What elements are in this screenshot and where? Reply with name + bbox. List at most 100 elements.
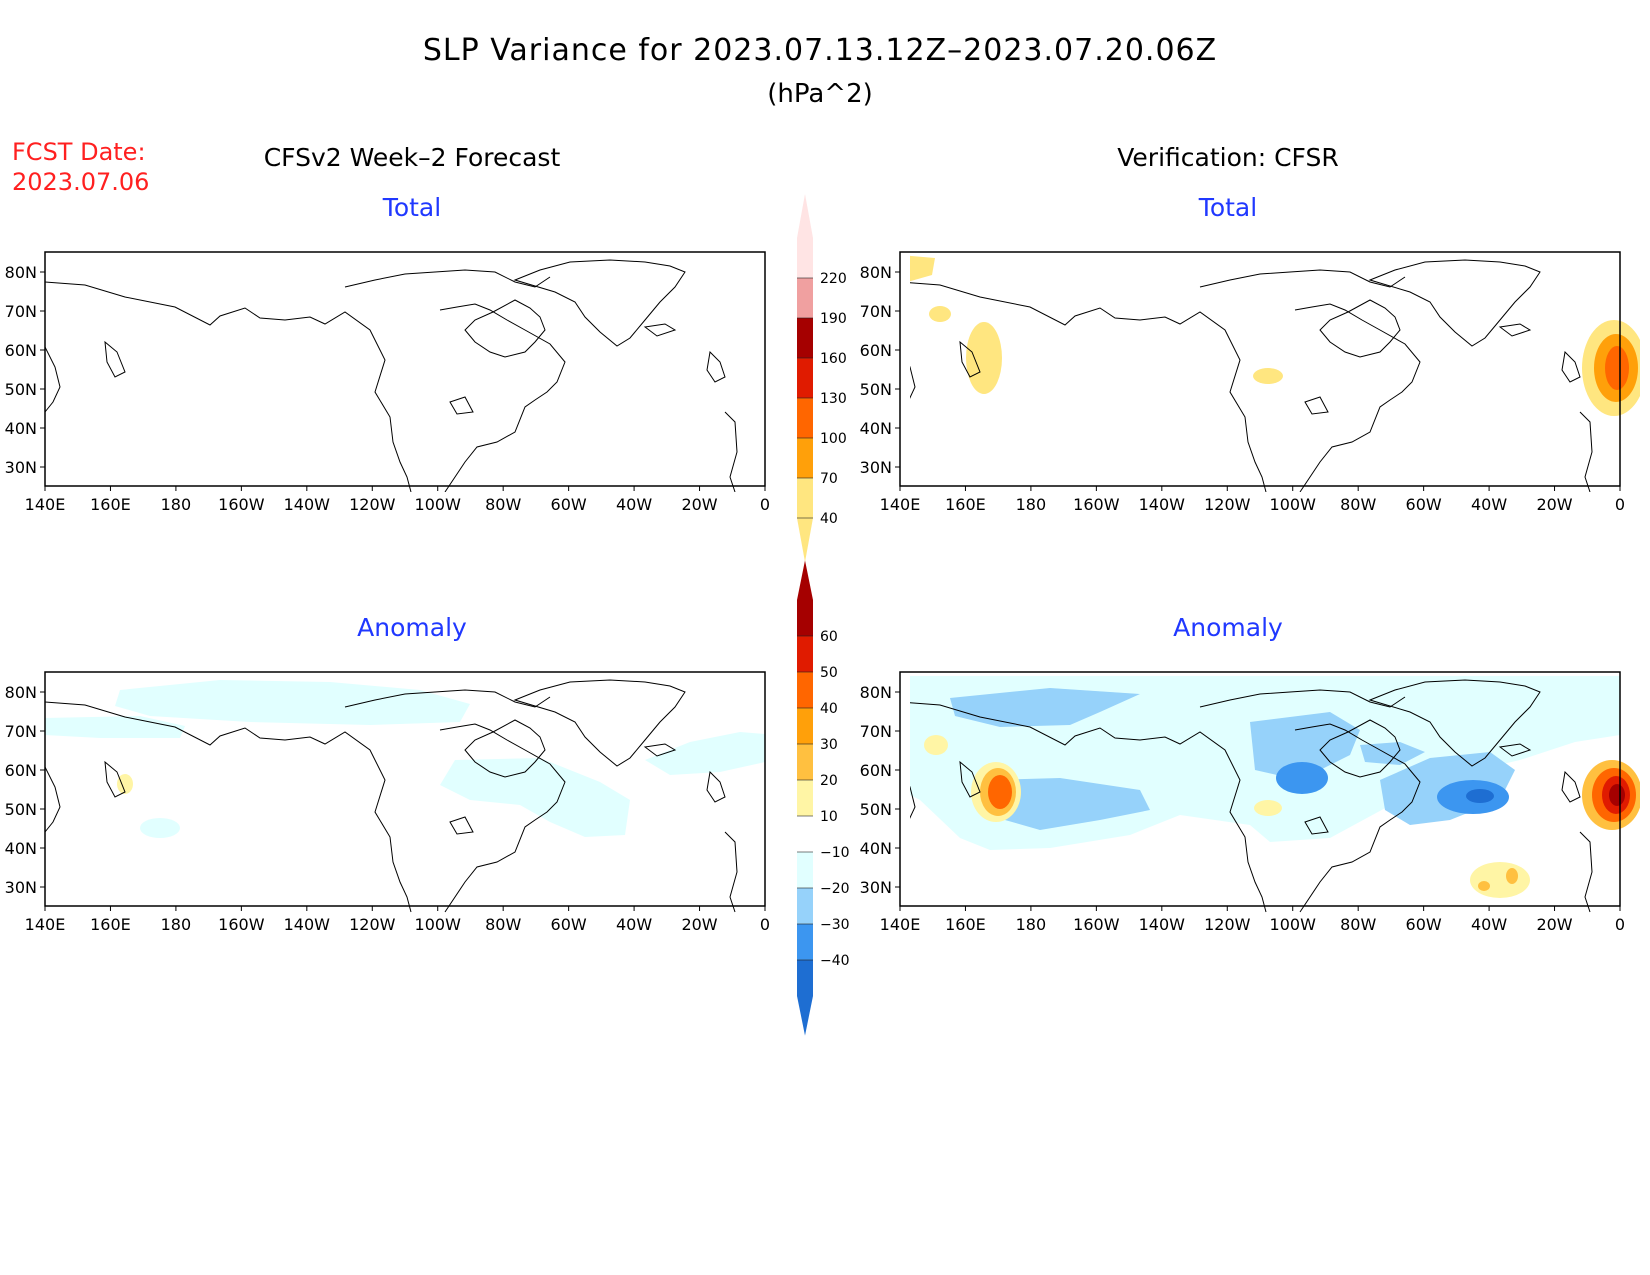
lat-tick-label: 40N: [5, 419, 37, 438]
lon-tick-label: 40W: [616, 495, 652, 514]
panel-label-verif-anomaly: Anomaly: [1173, 613, 1283, 642]
lon-tick-label: 40W: [1471, 915, 1507, 934]
colorbar-anomaly-label: −20: [820, 881, 850, 897]
lat-tick-label: 70N: [860, 302, 892, 321]
lat-tick-label: 60N: [5, 341, 37, 360]
lat-tick-label: 60N: [860, 341, 892, 360]
lat-tick-label: 30N: [860, 458, 892, 477]
colorbar-anomaly-label: 30: [820, 737, 838, 753]
panel-label-fcst-anomaly: Anomaly: [357, 613, 467, 642]
lon-tick-label: 0: [1615, 915, 1625, 934]
lon-tick-label: 0: [760, 495, 770, 514]
lat-tick-label: 50N: [860, 800, 892, 819]
colorbar-swatch: [797, 816, 813, 852]
colorbar-total-label: 40: [820, 511, 838, 527]
colorbar-top-triangle: [797, 194, 813, 238]
colorbar-swatch: [797, 318, 813, 358]
lon-tick-label: 100W: [1270, 915, 1317, 934]
lat-tick-label: 40N: [860, 839, 892, 858]
figure-title: SLP Variance for 2023.07.13.12Z–2023.07.…: [423, 33, 1217, 68]
colorbar-swatch: [797, 478, 813, 518]
colorbar-swatch: [797, 924, 813, 960]
colorbar-anomaly-label: 40: [820, 701, 838, 717]
colorbar-swatch: [797, 600, 813, 636]
lon-tick-label: 140W: [1139, 915, 1186, 934]
colorbar-anomaly-label: −30: [820, 917, 850, 933]
lon-tick-label: 0: [760, 915, 770, 934]
lon-tick-label: 100W: [415, 495, 462, 514]
colorbar-swatch: [797, 636, 813, 672]
lon-tick-label: 40W: [616, 915, 652, 934]
lon-tick-label: 140E: [880, 915, 921, 934]
map-fcst-anomaly: [44, 671, 766, 913]
lat-tick-label: 30N: [5, 878, 37, 897]
lat-tick-label: 70N: [860, 722, 892, 741]
lon-tick-label: 120W: [1204, 495, 1251, 514]
colorbar-swatch: [797, 744, 813, 780]
colorbar-swatch: [797, 278, 813, 318]
lon-tick-label: 120W: [349, 495, 396, 514]
lon-tick-label: 20W: [681, 915, 717, 934]
colorbar-swatch: [797, 780, 813, 816]
lat-tick-label: 40N: [860, 419, 892, 438]
colorbar-total-label: 160: [820, 351, 847, 367]
axis-labels: 80N 70N 60N 50N 40N 30N 140E 160E 180 160W 140W 120…: [5, 263, 1625, 934]
colorbar-anomaly-label: 10: [820, 809, 838, 825]
lon-tick-label: 80W: [485, 495, 521, 514]
colorbar-total: 40 70 100 130 160 190 220: [797, 194, 847, 562]
fcst-date-label: FCST Date:: [12, 138, 146, 166]
lat-tick-label: 30N: [5, 458, 37, 477]
fcst-date-value: 2023.07.06: [12, 168, 149, 196]
colorbar-swatch: [797, 852, 813, 888]
colorbar-swatch: [797, 438, 813, 478]
colorbar-swatch: [797, 888, 813, 924]
lon-tick-label: 160E: [945, 915, 986, 934]
lat-tick-label: 80N: [860, 683, 892, 702]
lon-tick-label: 80W: [1340, 495, 1376, 514]
lon-tick-label: 180: [161, 915, 192, 934]
lon-tick-label: 160W: [1073, 915, 1120, 934]
colorbar-swatch: [797, 708, 813, 744]
colorbar-anomaly-label: −10: [820, 845, 850, 861]
colorbar-anomaly-label: 50: [820, 665, 838, 681]
lon-tick-label: 140W: [284, 495, 331, 514]
lon-tick-label: 180: [1016, 495, 1047, 514]
lon-tick-label: 120W: [349, 915, 396, 934]
colorbar-total-label: 130: [820, 391, 847, 407]
lon-tick-label: 20W: [1536, 495, 1572, 514]
map-verif-anomaly: [899, 671, 1640, 913]
lon-tick-label: 0: [1615, 495, 1625, 514]
map-fcst-total: [44, 251, 766, 492]
lon-tick-label: 140E: [880, 495, 921, 514]
colorbar-swatch: [797, 358, 813, 398]
lon-tick-label: 60W: [551, 915, 587, 934]
lon-tick-label: 180: [161, 495, 192, 514]
colorbar-top-triangle: [797, 560, 813, 600]
colorbar-bottom-triangle: [797, 518, 813, 562]
right-column-title: Verification: CFSR: [1117, 143, 1338, 172]
colorbar-total-label: 190: [820, 311, 847, 327]
lat-tick-label: 50N: [5, 800, 37, 819]
panel-label-verif-total: Total: [1198, 193, 1257, 222]
lat-tick-label: 30N: [860, 878, 892, 897]
lon-tick-label: 60W: [1406, 495, 1442, 514]
lon-tick-label: 160E: [945, 495, 986, 514]
lon-tick-label: 60W: [1406, 915, 1442, 934]
colorbar-swatch: [797, 238, 813, 278]
units-label: (hPa^2): [767, 79, 873, 109]
lon-tick-label: 140W: [284, 915, 331, 934]
colorbar-total-label: 100: [820, 431, 847, 447]
lon-tick-label: 160E: [90, 495, 131, 514]
lat-tick-label: 70N: [5, 722, 37, 741]
lat-tick-label: 70N: [5, 302, 37, 321]
lon-tick-label: 140E: [25, 915, 66, 934]
lon-tick-label: 60W: [551, 495, 587, 514]
lon-tick-label: 80W: [1340, 915, 1376, 934]
lat-tick-label: 80N: [860, 263, 892, 282]
colorbar-swatch: [797, 960, 813, 996]
lon-tick-label: 160E: [90, 915, 131, 934]
colorbar-anomaly-label: 20: [820, 773, 838, 789]
lat-tick-label: 50N: [5, 380, 37, 399]
colorbar-total-label: 70: [820, 471, 838, 487]
colorbar-swatch: [797, 672, 813, 708]
